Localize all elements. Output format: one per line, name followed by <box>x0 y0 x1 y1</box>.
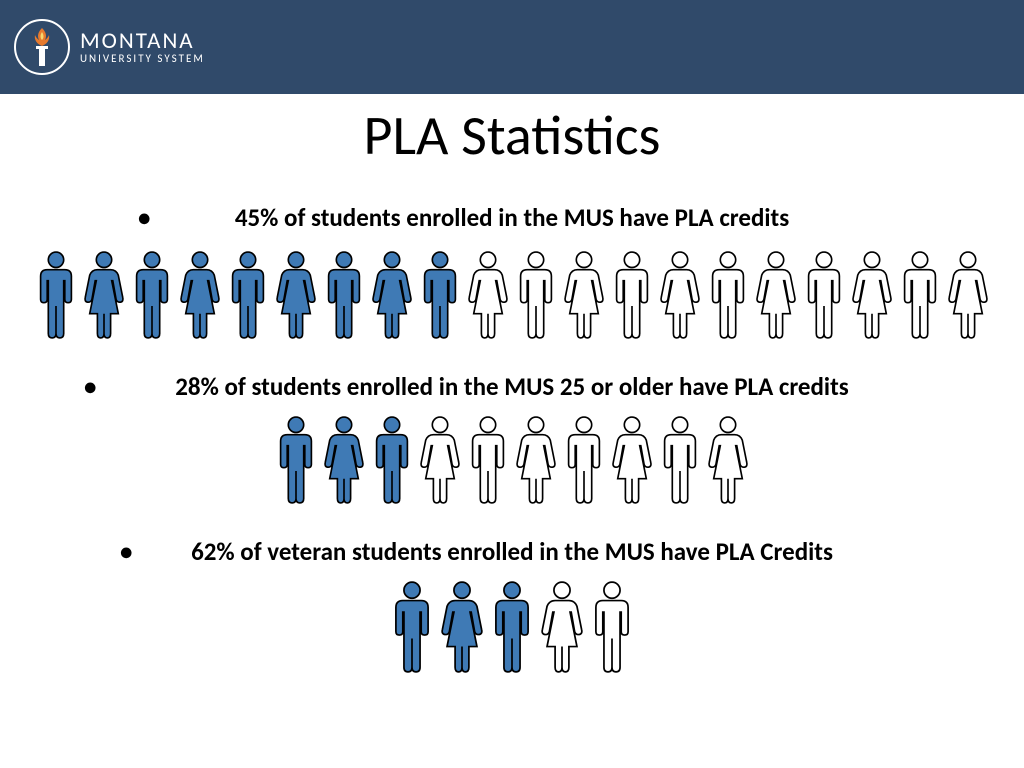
person-icon <box>587 581 637 673</box>
content: 45% of students enrolled in the MUS have… <box>0 202 1024 673</box>
person-icon <box>272 251 320 339</box>
person-icon <box>320 251 368 339</box>
person-icon <box>512 251 560 339</box>
brand-sub: UNIVERSITY SYSTEM <box>80 53 205 65</box>
person-icon <box>387 581 437 673</box>
person-icon <box>848 251 896 339</box>
brand-main: MONTANA <box>80 29 205 53</box>
person-icon <box>487 581 537 673</box>
person-icon <box>437 581 487 673</box>
person-icon <box>512 416 560 504</box>
brand-text: MONTANA UNIVERSITY SYSTEM <box>80 29 205 65</box>
person-icon <box>560 251 608 339</box>
person-icon <box>560 416 608 504</box>
person-icon <box>704 251 752 339</box>
person-icon <box>176 251 224 339</box>
people-row-2 <box>40 416 984 504</box>
person-icon <box>368 251 416 339</box>
person-icon <box>416 251 464 339</box>
person-icon <box>272 416 320 504</box>
stat-text-2: 28% of students enrolled in the MUS 25 o… <box>40 371 984 402</box>
torch-icon <box>14 19 70 75</box>
person-icon <box>80 251 128 339</box>
person-icon <box>704 416 752 504</box>
person-icon <box>32 251 80 339</box>
page-title: PLA Statistics <box>0 102 1024 170</box>
person-icon <box>896 251 944 339</box>
person-icon <box>944 251 992 339</box>
person-icon <box>128 251 176 339</box>
person-icon <box>224 251 272 339</box>
person-icon <box>320 416 368 504</box>
header-bar: MONTANA UNIVERSITY SYSTEM <box>0 0 1024 94</box>
brand-logo: MONTANA UNIVERSITY SYSTEM <box>14 19 205 75</box>
people-row-1 <box>40 251 984 339</box>
stat-text-3: 62% of veteran students enrolled in the … <box>40 536 984 567</box>
person-icon <box>416 416 464 504</box>
person-icon <box>800 251 848 339</box>
person-icon <box>368 416 416 504</box>
person-icon <box>608 416 656 504</box>
person-icon <box>464 251 512 339</box>
person-icon <box>464 416 512 504</box>
people-row-3 <box>40 581 984 673</box>
person-icon <box>656 251 704 339</box>
stat-text-1: 45% of students enrolled in the MUS have… <box>40 202 984 233</box>
person-icon <box>752 251 800 339</box>
person-icon <box>656 416 704 504</box>
person-icon <box>537 581 587 673</box>
person-icon <box>608 251 656 339</box>
